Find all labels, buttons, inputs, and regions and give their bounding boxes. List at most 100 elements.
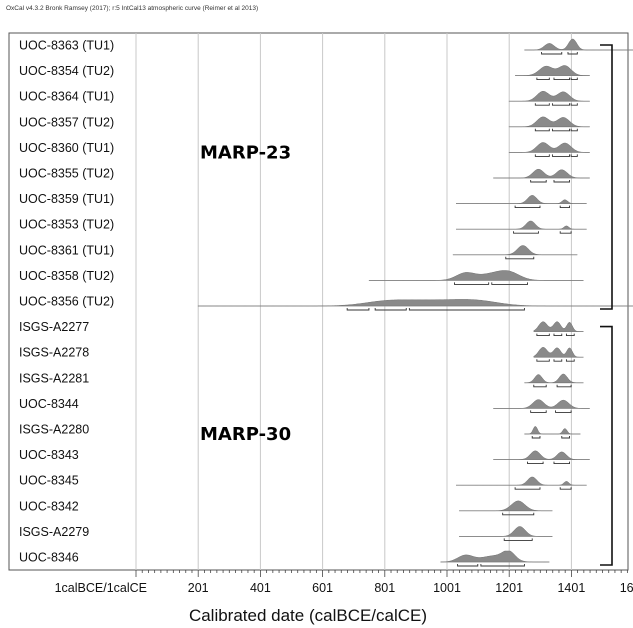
sample-row: UOC-8354 (TU2) [19, 64, 590, 81]
range-95-bracket [513, 231, 539, 234]
sample-label: ISGS-A2277 [19, 320, 89, 334]
sample-row: UOC-8353 (TU2) [19, 218, 587, 234]
range-95-bracket [530, 180, 547, 183]
plot-border [8, 32, 629, 571]
posterior-distribution [533, 347, 584, 358]
range-95-bracket [551, 128, 570, 132]
posterior-distribution [493, 450, 590, 460]
sample-row: ISGS-A2278 [19, 346, 584, 362]
sample-label: ISGS-A2281 [19, 371, 89, 385]
range-95-bracket [570, 128, 578, 132]
sample-row: ISGS-A2281 [19, 371, 584, 388]
sample-row: UOC-8360 (TU1) [19, 141, 590, 157]
tick-label: 1401 [557, 581, 585, 595]
range-95-bracket [570, 154, 578, 157]
tick-label: 1201 [495, 581, 523, 595]
posterior-distribution [524, 426, 581, 435]
group-bracket [600, 325, 613, 566]
posterior-distribution [459, 526, 553, 537]
posterior-distribution [456, 195, 587, 204]
range-95-bracket [553, 359, 563, 362]
posterior-distribution [493, 168, 590, 179]
posterior-distribution [515, 65, 590, 76]
posterior-distribution [459, 500, 553, 512]
sample-row: UOC-8345 [19, 474, 587, 490]
sample-label: UOC-8342 [19, 499, 79, 513]
range-95-bracket [553, 180, 570, 183]
range-95-bracket [530, 410, 547, 413]
sample-label: UOC-8355 (TU2) [19, 167, 114, 181]
sample-label: UOC-8346 [19, 551, 79, 565]
sample-row: UOC-8356 (TU2) [19, 295, 633, 311]
posterior-distribution [524, 373, 584, 384]
sample-row: ISGS-A2279 [19, 525, 553, 541]
posterior-distribution [456, 220, 587, 230]
range-95-bracket [457, 564, 479, 567]
tick-label: 401 [250, 581, 271, 595]
sample-row: UOC-8342 [19, 499, 553, 516]
range-95-bracket [502, 512, 535, 516]
range-95-bracket [534, 103, 550, 106]
sample-label: UOC-8361 (TU1) [19, 243, 114, 257]
chart-header: OxCal v4.3.2 Bronk Ramsey (2017); r:5 In… [6, 5, 258, 12]
sample-label: UOC-8354 (TU2) [19, 64, 114, 78]
posterior-distribution [452, 245, 578, 256]
sample-row: UOC-8359 (TU1) [19, 192, 587, 209]
sample-rows: UOC-8363 (TU1) UOC-8354 (TU2) UOC-8364 (TU… [19, 39, 633, 567]
range-95-bracket [570, 103, 578, 106]
range-95-bracket [553, 461, 570, 465]
sample-label: UOC-8356 (TU2) [19, 295, 114, 309]
sample-row: UOC-8355 (TU2) [19, 167, 590, 183]
posterior-distribution [508, 116, 590, 128]
group-label: MARP-23 [200, 142, 291, 163]
sample-label: ISGS-A2280 [19, 423, 89, 437]
posterior-distribution [493, 399, 590, 409]
range-95-bracket [555, 410, 572, 413]
sample-row: UOC-8357 (TU2) [19, 115, 590, 132]
tick-label: 601 [312, 581, 333, 595]
range-95-bracket [559, 231, 572, 234]
group-bracket [600, 44, 613, 310]
range-95-bracket [534, 128, 550, 132]
sample-label: UOC-8357 (TU2) [19, 115, 114, 129]
sample-row: UOC-8361 (TU1) [19, 243, 578, 260]
range-95-bracket [536, 77, 550, 81]
range-95-bracket [551, 154, 570, 157]
x-axis-title: Calibrated date (calBCE/calCE) [189, 606, 427, 625]
group-label: MARP-30 [200, 424, 291, 445]
posterior-distribution [508, 142, 590, 153]
sample-row: UOC-8346 [19, 550, 550, 567]
sample-label: UOC-8345 [19, 474, 79, 488]
range-95-bracket [531, 436, 541, 439]
sample-row: UOC-8344 [19, 397, 590, 413]
range-95-bracket [514, 205, 541, 209]
tick-label: 801 [374, 581, 395, 595]
range-95-bracket [536, 333, 550, 337]
tick-label: 1calBCE/1calCE [55, 581, 147, 595]
range-95-bracket [454, 282, 490, 285]
range-95-bracket [570, 77, 578, 81]
range-95-bracket [505, 256, 535, 260]
sample-row: UOC-8364 (TU1) [19, 90, 590, 106]
sample-label: ISGS-A2279 [19, 525, 89, 539]
range-95-bracket [503, 538, 533, 541]
sample-row: UOC-8343 [19, 448, 590, 465]
tick-label: 1001 [433, 581, 461, 595]
sample-label: UOC-8360 (TU1) [19, 141, 114, 155]
sample-row: UOC-8358 (TU2) [19, 269, 584, 285]
range-95-bracket [553, 333, 563, 337]
range-95-bracket [551, 103, 570, 106]
range-95-bracket [514, 487, 541, 490]
range-95-bracket [491, 282, 528, 285]
range-95-bracket [565, 359, 575, 362]
sample-label: UOC-8363 (TU1) [19, 39, 114, 53]
range-95-bracket [480, 564, 525, 567]
sample-row: UOC-8363 (TU1) [19, 39, 633, 55]
range-95-bracket [534, 154, 550, 157]
posterior-distribution [456, 476, 587, 486]
group-labels: MARP-23 MARP-30 [200, 142, 291, 445]
range-95-bracket [559, 487, 572, 490]
posterior-distribution [440, 550, 550, 563]
